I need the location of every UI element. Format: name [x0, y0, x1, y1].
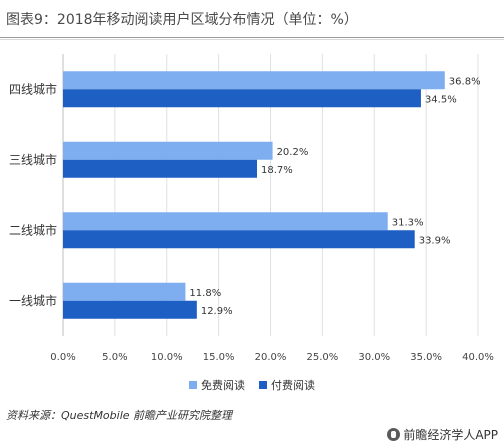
x-tick-label: 25.0%	[306, 352, 338, 363]
data-label: 11.8%	[189, 288, 221, 299]
x-tick-label: 5.0%	[102, 352, 127, 363]
bar	[63, 212, 388, 231]
data-label: 36.8%	[449, 76, 481, 87]
bar	[63, 282, 186, 301]
brand: 前瞻经济学人APP	[387, 426, 498, 443]
brand-name: 前瞻经济学人APP	[403, 428, 498, 442]
source-note: 资料来源：QuestMobile 前瞻产业研究院整理	[6, 409, 233, 422]
category-label: 三线城市	[9, 152, 57, 167]
legend-label-free: 免费阅读	[201, 379, 245, 392]
title-divider	[0, 37, 504, 38]
bar	[63, 71, 445, 90]
bar	[63, 159, 258, 178]
category-label: 二线城市	[9, 222, 57, 237]
x-tick-label: 0.0%	[50, 352, 75, 363]
x-tick-label: 10.0%	[151, 352, 183, 363]
data-label: 12.9%	[201, 306, 233, 317]
data-label: 34.5%	[425, 94, 457, 105]
legend-label-paid: 付费阅读	[271, 379, 315, 392]
bar	[63, 300, 197, 319]
title-divider-secondary	[0, 39, 504, 40]
chart-title: 图表9：2018年移动阅读用户区域分布情况（单位：%）	[6, 12, 358, 28]
legend-item-free: 免费阅读	[189, 377, 245, 393]
bar-chart: 36.8% 34.5% 20.2% 18.7% 31.3% 33.9% 11.8% 12.9%…	[9, 54, 494, 363]
bar	[63, 230, 415, 249]
bars	[63, 71, 445, 319]
data-label: 18.7%	[261, 165, 293, 176]
data-label: 31.3%	[392, 217, 424, 228]
data-label: 33.9%	[419, 235, 451, 246]
x-axis-ticks: 0.0% 5.0% 10.0% 15.0% 20.0% 25.0% 30.0% 35.0% 40…	[50, 352, 494, 363]
x-tick-label: 15.0%	[203, 352, 235, 363]
x-tick-label: 40.0%	[462, 352, 494, 363]
legend-swatch-free	[189, 381, 197, 389]
x-tick-label: 30.0%	[358, 352, 390, 363]
data-label: 20.2%	[277, 147, 309, 158]
data-labels: 36.8% 34.5% 20.2% 18.7% 31.3% 33.9% 11.8% 12.9%	[189, 76, 480, 317]
x-tick-label: 35.0%	[410, 352, 442, 363]
x-tick-label: 20.0%	[255, 352, 287, 363]
legend-item-paid: 付费阅读	[259, 377, 315, 393]
bar	[63, 89, 421, 108]
brand-logo-icon	[387, 428, 401, 441]
legend: 免费阅读 付费阅读	[0, 377, 504, 393]
bar	[63, 141, 273, 160]
legend-swatch-paid	[259, 381, 267, 389]
category-label: 四线城市	[9, 81, 57, 96]
category-label: 一线城市	[9, 293, 57, 308]
